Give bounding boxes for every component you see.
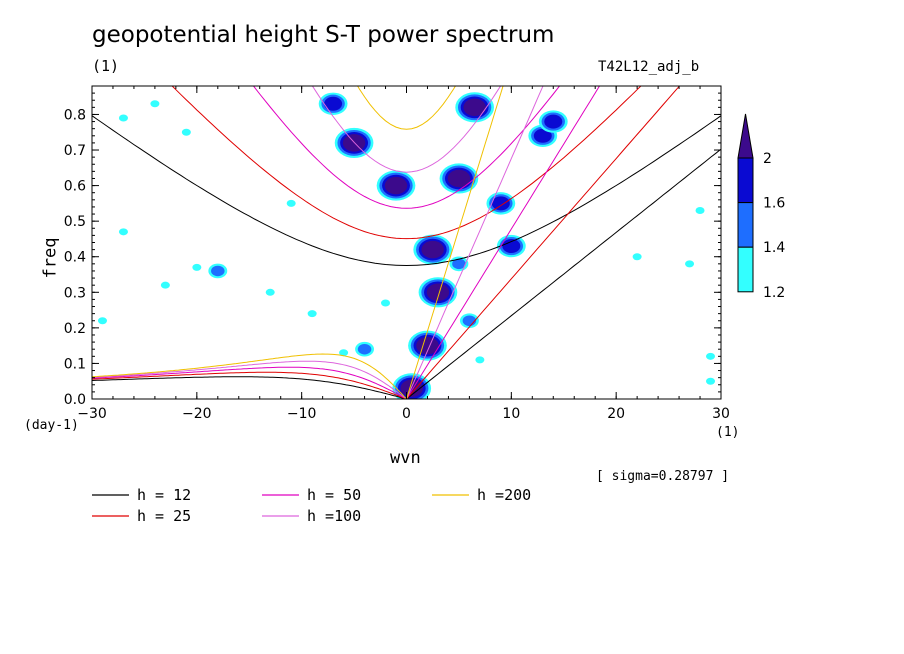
- x-tick-label: 10: [502, 406, 520, 422]
- shaded-patch: [491, 196, 510, 211]
- y-tick-label: 0.0: [64, 392, 86, 408]
- sigma-note: [ sigma=0.28797 ]: [596, 469, 730, 484]
- chart-title: geopotential height S-T power spectrum: [92, 22, 555, 48]
- x-axis-ticks: −30 −20 −10 0 10 20 30: [77, 86, 730, 422]
- rossby-curve: [92, 366, 407, 399]
- legend-label: h =200: [477, 486, 531, 504]
- legend: h = 12 h = 25 h = 50 h =100 h =200: [92, 486, 531, 525]
- x-tick-label: 30: [712, 406, 730, 422]
- shaded-patch: [286, 199, 296, 207]
- x-tick-label: −30: [77, 406, 107, 422]
- legend-label: h =100: [307, 507, 361, 525]
- shaded-patch: [97, 317, 107, 325]
- y-tick-label: 0.3: [64, 285, 86, 301]
- legend-label: h = 25: [137, 507, 191, 525]
- colorbar-label: 1.2: [763, 285, 785, 301]
- y-tick-label: 0.6: [64, 179, 86, 195]
- shaded-patch: [452, 258, 466, 270]
- kelvin-curve: [406, 86, 504, 399]
- shaded-patch: [160, 281, 170, 289]
- y-tick-label: 0.5: [64, 214, 86, 230]
- rossby-curve: [92, 371, 407, 399]
- y-axis-unit: (day-1): [24, 418, 79, 433]
- inertio-gravity-curve: [357, 86, 456, 130]
- x-tick-label: −10: [287, 406, 317, 422]
- x-tick-label: 20: [607, 406, 625, 422]
- y-tick-label: 0.1: [64, 356, 86, 372]
- kelvin-curve: [406, 148, 721, 399]
- y-tick-label: 0.8: [64, 107, 86, 123]
- y-tick-label: 0.7: [64, 143, 86, 159]
- run-label: T42L12_adj_b: [598, 59, 700, 75]
- colorbar-segment: [737, 202, 754, 248]
- shaded-patch: [324, 96, 343, 111]
- colorbar-segment: [737, 246, 754, 293]
- x-tick-label: 0: [402, 406, 411, 422]
- shaded-patch: [118, 114, 128, 122]
- x-tick-label: −20: [182, 406, 212, 422]
- shaded-patch: [384, 176, 408, 195]
- colorbar-label: 2: [763, 151, 772, 167]
- y-axis-ticks: 0.0 0.1 0.2 0.3 0.4 0.5 0.6 0.7 0.8: [64, 92, 721, 408]
- shaded-patch: [502, 239, 521, 254]
- shaded-patch: [706, 377, 716, 385]
- kelvin-curve: [406, 86, 681, 399]
- colorbar: 1.2 1.4 1.6 2: [737, 113, 785, 301]
- shaded-patch: [211, 265, 225, 277]
- shaded-patch: [463, 98, 486, 117]
- y-tick-label: 0.4: [64, 250, 86, 266]
- dispersion-curves: [92, 86, 721, 399]
- shaded-patch: [447, 169, 471, 188]
- shaded-patch: [695, 206, 705, 214]
- inertio-gravity-curve: [92, 115, 721, 267]
- shaded-patch: [181, 128, 191, 136]
- power-shading: [97, 92, 716, 399]
- shaded-patch: [544, 114, 563, 129]
- kelvin-curve: [406, 86, 601, 399]
- legend-label: h = 50: [307, 486, 361, 504]
- legend-label: h = 12: [137, 486, 191, 504]
- shaded-patch: [307, 310, 317, 318]
- shaded-patch: [426, 283, 450, 302]
- rossby-curve: [92, 360, 407, 399]
- shaded-patch: [150, 100, 160, 108]
- shaded-patch: [533, 128, 552, 143]
- shaded-patch: [475, 356, 485, 364]
- shaded-patch: [685, 260, 695, 268]
- inertio-gravity-curve: [311, 86, 502, 173]
- colorbar-segment: [737, 157, 754, 204]
- shaded-patch: [357, 343, 372, 355]
- y-tick-label: 0.2: [64, 321, 86, 337]
- unit-label: (1): [92, 57, 120, 75]
- x-axis-unit: (1): [716, 425, 740, 440]
- shaded-patch: [118, 228, 128, 236]
- shaded-patch: [265, 288, 275, 296]
- colorbar-cap: [737, 113, 754, 159]
- shaded-patch: [381, 299, 391, 307]
- rossby-curve: [92, 353, 407, 399]
- shaded-patch: [421, 240, 444, 259]
- inertio-gravity-curve: [252, 86, 561, 209]
- shaded-patch: [192, 263, 202, 271]
- colorbar-label: 1.4: [763, 240, 785, 256]
- x-axis-label: wvn: [390, 448, 421, 468]
- kelvin-curve: [406, 86, 544, 399]
- shaded-patch: [339, 349, 349, 357]
- rossby-curve: [92, 376, 407, 399]
- shaded-patch: [632, 253, 642, 261]
- inertio-gravity-curve: [171, 86, 642, 240]
- shaded-patch: [706, 352, 716, 360]
- colorbar-label: 1.6: [763, 196, 785, 212]
